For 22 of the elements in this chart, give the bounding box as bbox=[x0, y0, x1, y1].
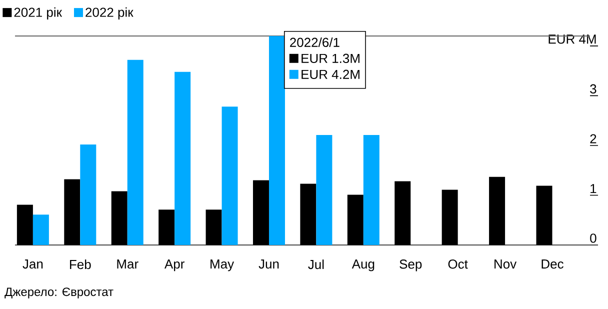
x-tick-label: Jan bbox=[22, 260, 43, 269]
annotation: EUR 1.3M bbox=[302, 54, 360, 64]
x-tick-label: Oct bbox=[448, 260, 468, 269]
x-tick-label: Feb bbox=[70, 260, 91, 270]
x-tick-label: Jun bbox=[258, 260, 279, 269]
x-tick-label: Nov bbox=[494, 260, 517, 269]
annotation: EUR 4.2M bbox=[302, 70, 360, 80]
x-tick-label: Apr bbox=[164, 260, 184, 272]
y-tick-label: 0 bbox=[590, 234, 596, 243]
legend-label: 2022 рік bbox=[86, 7, 134, 20]
text: Джерело: Євростат bbox=[4, 288, 114, 298]
x-tick-label: Dec bbox=[542, 260, 564, 269]
y-tick-label: 3 bbox=[590, 84, 596, 94]
x-tick-label: Jul bbox=[308, 260, 324, 270]
y-tick-label: 1 bbox=[590, 184, 596, 194]
x-tick-label: Aug bbox=[352, 260, 374, 272]
x-tick-label: Mar bbox=[117, 260, 138, 269]
x-tick-label: May bbox=[210, 260, 234, 272]
legend-label: 2021 рік bbox=[14, 7, 62, 20]
x-tick-label: Sep bbox=[400, 260, 422, 272]
y-tick-label: 2 bbox=[590, 134, 596, 144]
annotation: 2022/6/1 bbox=[290, 37, 340, 48]
